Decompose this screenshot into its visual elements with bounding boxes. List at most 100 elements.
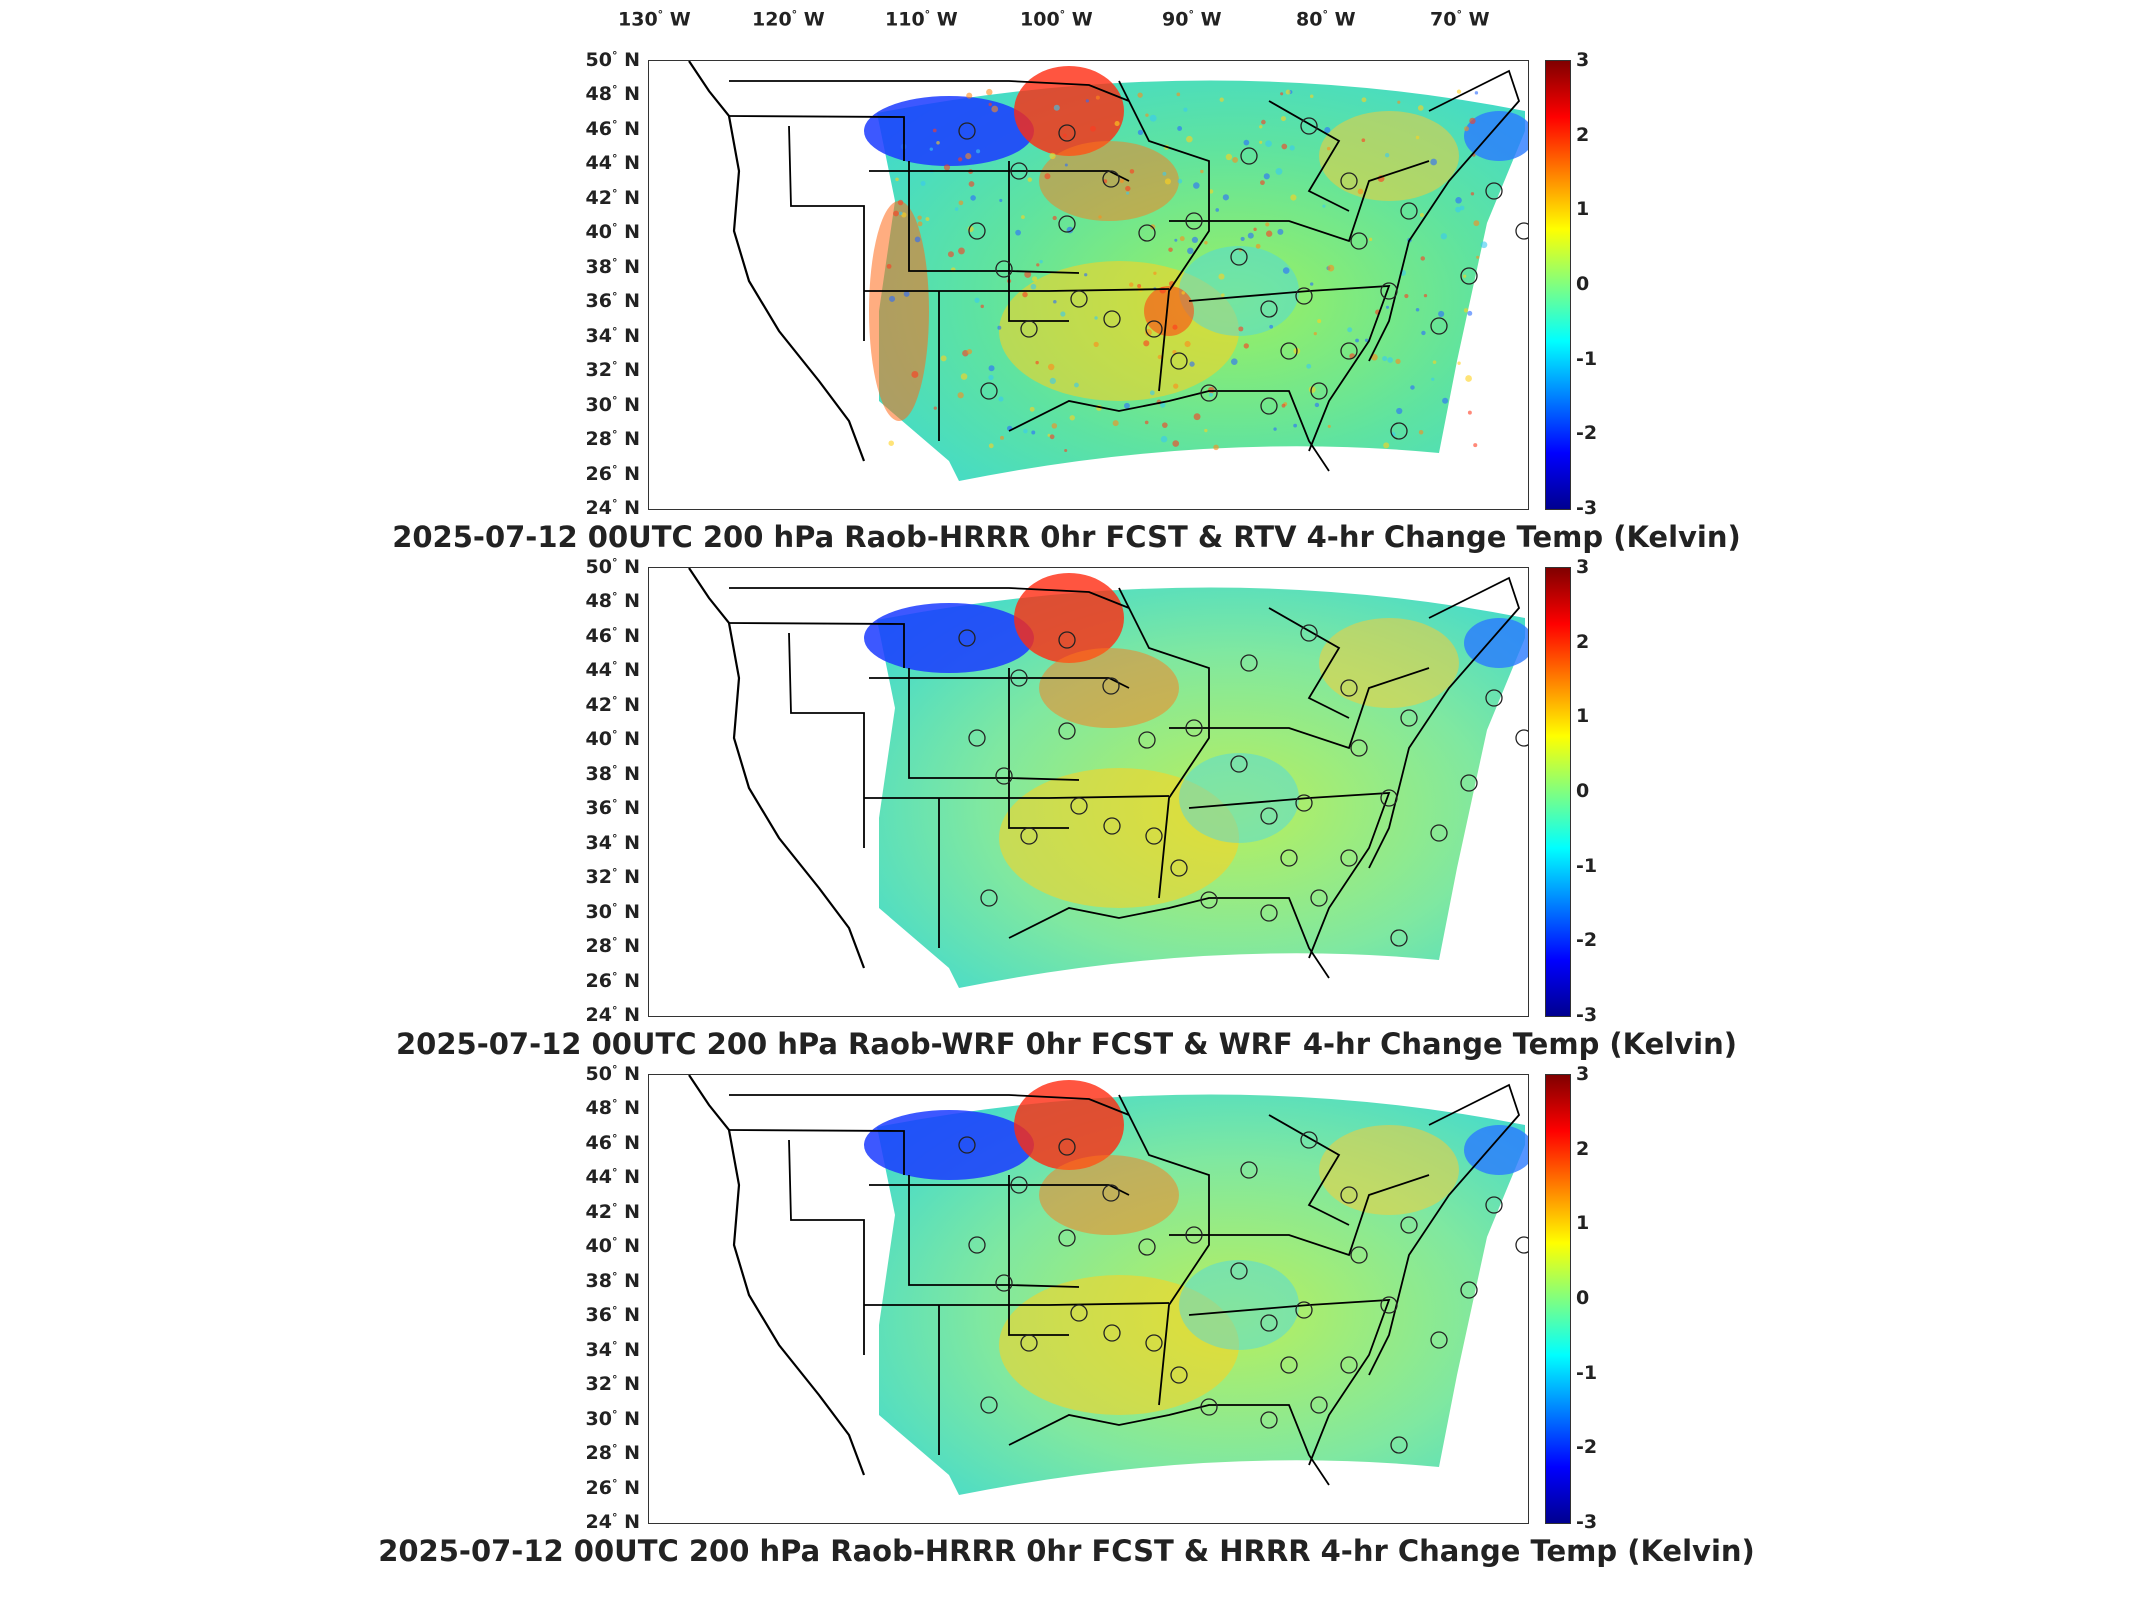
noise-speck (1168, 247, 1173, 252)
state-boundary (864, 795, 1170, 799)
lat-label: 34° N (585, 831, 640, 854)
noise-speck (1395, 358, 1401, 365)
noise-speck (911, 370, 919, 378)
raob-station-marker (1515, 1236, 1528, 1254)
raob-station-marker (1240, 654, 1258, 672)
raob-station-marker (1400, 709, 1418, 727)
noise-speck (1162, 171, 1167, 176)
state-boundary (864, 288, 1170, 292)
noise-speck (1219, 97, 1224, 102)
colorbar-tick-label: -1 (1576, 854, 1598, 877)
raob-station-marker (1310, 1396, 1328, 1414)
colorbar-tick-label: 3 (1576, 556, 1590, 578)
noise-speck (1309, 282, 1314, 286)
lat-label: 42° N (585, 186, 640, 210)
noise-speck (897, 199, 904, 206)
raob-station-marker (1260, 1314, 1278, 1332)
state-boundary (1118, 1094, 1210, 1406)
noise-speck (966, 348, 973, 355)
raob-station-marker (1185, 1226, 1203, 1244)
state-boundary (728, 115, 905, 161)
noise-speck (1049, 434, 1055, 440)
state-boundary (1008, 1404, 1330, 1486)
noise-speck (929, 147, 934, 151)
noise-speck (1098, 215, 1102, 219)
raob-station-marker (1103, 310, 1121, 328)
noise-speck (1186, 135, 1193, 143)
lat-label: 28° N (585, 934, 640, 958)
raob-station-marker (1058, 631, 1076, 649)
noise-speck (1314, 402, 1320, 408)
noise-speck (1327, 264, 1335, 272)
lat-label: 38° N (585, 1269, 640, 1292)
noise-speck (1027, 177, 1033, 182)
state-boundary (1008, 897, 1330, 979)
noise-speck (1273, 427, 1277, 431)
coastline (688, 61, 866, 462)
raob-station-marker (1185, 212, 1203, 230)
noise-speck (1189, 361, 1195, 367)
raob-station-marker (1145, 827, 1163, 845)
noise-speck (1137, 92, 1143, 98)
raob-station-marker (1240, 1161, 1258, 1179)
noise-speck (1053, 104, 1060, 111)
lat-label: 46° N (585, 1131, 640, 1155)
noise-speck (1204, 428, 1208, 433)
raob-station-marker (1295, 1301, 1313, 1319)
noise-speck (954, 207, 959, 211)
noise-speck (1172, 440, 1180, 447)
lat-label: 40° N (585, 1235, 640, 1258)
noise-speck (1415, 307, 1420, 312)
noise-speck (1064, 163, 1068, 167)
lat-label: 30° N (585, 900, 640, 923)
map-frame (648, 1074, 1529, 1524)
noise-speck (1243, 139, 1250, 146)
colorbar-tick-label: 3 (1576, 49, 1590, 71)
state-boundary (1008, 668, 1069, 829)
noise-speck (1208, 386, 1215, 394)
noise-speck (1281, 403, 1286, 408)
noise-speck (1031, 430, 1036, 435)
noise-speck (958, 157, 963, 162)
state-boundary (1268, 100, 1350, 212)
noise-speck (917, 221, 923, 227)
raob-station-marker (958, 1136, 976, 1154)
lon-label: 70° W (1430, 8, 1490, 31)
colorbar-tick-label: 2 (1576, 123, 1590, 146)
noise-speck (1049, 377, 1056, 385)
raob-station-marker (1138, 731, 1156, 749)
noise-speck (1125, 185, 1131, 192)
colorbar (1545, 567, 1571, 1017)
noise-speck (1173, 383, 1179, 389)
noise-speck (1145, 113, 1149, 117)
noise-speck (1397, 100, 1401, 104)
state-boundary (729, 1094, 1130, 1116)
noise-speck (1222, 194, 1229, 201)
noise-speck (1193, 182, 1200, 189)
noise-speck (999, 198, 1003, 203)
raob-station-marker (1460, 774, 1478, 792)
state-boundary (1118, 80, 1210, 392)
noise-speck (1480, 241, 1488, 249)
noise-speck (1430, 158, 1438, 166)
noise-speck (1049, 152, 1056, 160)
noise-speck (1290, 194, 1297, 201)
state-boundary (864, 1302, 1170, 1306)
raob-station-marker (1340, 679, 1358, 697)
noise-speck (1263, 173, 1270, 180)
noise-speck (988, 365, 995, 372)
noise-speck (1431, 377, 1435, 381)
state-boundary (1268, 1114, 1350, 1226)
state-boundary (869, 677, 1130, 689)
colorbar-tick-label: 1 (1576, 198, 1590, 221)
lat-label: 32° N (585, 1372, 640, 1396)
raob-station-marker (1280, 849, 1298, 867)
noise-speck (1112, 420, 1119, 427)
noise-speck (1124, 402, 1130, 409)
noise-speck (1410, 385, 1415, 390)
raob-station-marker (1280, 342, 1298, 360)
noise-speck (1029, 406, 1035, 412)
lat-label: 50° N (585, 1062, 640, 1086)
raob-station-marker (1230, 1262, 1248, 1280)
lon-label: 120° W (752, 8, 825, 31)
